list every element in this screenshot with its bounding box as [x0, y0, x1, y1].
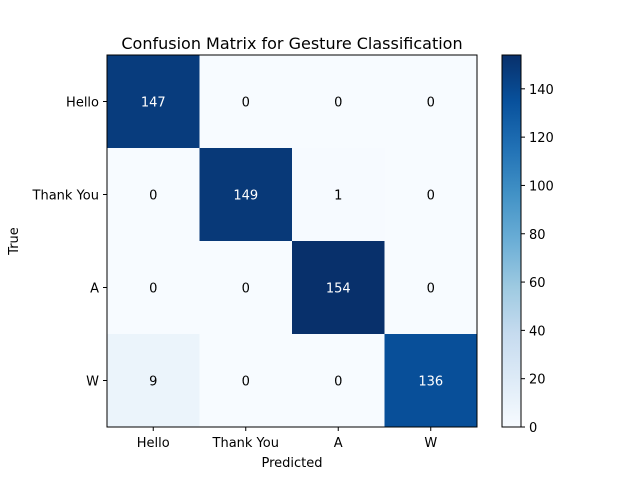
y-axis-ticks: Hello Thank You A W [32, 96, 107, 390]
y-tick-label: W [86, 375, 99, 390]
cell-value-label: 0 [149, 282, 157, 297]
x-axis-ticks: Hello Thank You A W [137, 427, 437, 451]
plot-frame [106, 54, 478, 428]
colorbar-tick-label: 140 [529, 83, 554, 98]
y-tick-label: Thank You [32, 189, 99, 204]
x-tick-label: W [424, 436, 437, 451]
y-tick-label: A [90, 282, 99, 297]
cell-value-labels: 147 0 0 0 0 149 1 0 0 0 154 0 9 0 0 136 [141, 96, 443, 390]
x-tick-label: A [334, 436, 343, 451]
heatmap-cell [292, 148, 385, 242]
heatmap-cells [107, 55, 478, 428]
chart-title: Confusion Matrix for Gesture Classificat… [121, 34, 462, 53]
heatmap-cell [384, 334, 478, 428]
heatmap-cell [292, 334, 385, 428]
y-tick-label: Hello [66, 96, 99, 111]
colorbar-tick-label: 80 [529, 228, 546, 243]
heatmap-cell [107, 148, 200, 242]
heatmap-cell [292, 55, 385, 149]
colorbar-tick-label: 60 [529, 276, 546, 291]
colorbar-tick-label: 100 [529, 179, 554, 194]
cell-value-label: 0 [427, 96, 435, 111]
heatmap-cell [107, 334, 200, 428]
heatmap-cell [107, 241, 200, 335]
heatmap-cell [384, 55, 478, 149]
colorbar-tick-label: 20 [529, 373, 546, 388]
x-tick-label: Hello [137, 436, 170, 451]
heatmap-cell [384, 148, 478, 242]
heatmap-cell [199, 55, 293, 149]
cell-value-label: 154 [326, 282, 351, 297]
cell-value-label: 1 [334, 189, 342, 204]
y-axis-label: True [7, 227, 22, 256]
cell-value-label: 149 [233, 189, 258, 204]
cell-value-label: 0 [242, 96, 250, 111]
cell-value-label: 0 [334, 375, 342, 390]
x-axis-label: Predicted [261, 456, 322, 471]
cell-value-label: 0 [334, 96, 342, 111]
heatmap-cell [199, 334, 293, 428]
cell-value-label: 147 [141, 96, 166, 111]
cell-value-label: 0 [149, 189, 157, 204]
x-tick-label: Thank You [212, 436, 279, 451]
heatmap-cell [292, 241, 385, 335]
colorbar [501, 54, 522, 428]
cell-value-label: 136 [418, 375, 443, 390]
cell-value-label: 9 [149, 375, 157, 390]
cell-value-label: 0 [427, 282, 435, 297]
cell-value-label: 0 [242, 282, 250, 297]
colorbar-tick-label: 0 [529, 421, 537, 436]
colorbar-ticks: 0 20 40 60 80 100 120 140 [521, 83, 554, 436]
heatmap-cell [199, 241, 293, 335]
heatmap-cell [199, 148, 293, 242]
heatmap-cell [107, 55, 200, 149]
heatmap-cell [384, 241, 478, 335]
cell-value-label: 0 [242, 375, 250, 390]
colorbar-tick-label: 120 [529, 131, 554, 146]
cell-value-label: 0 [427, 189, 435, 204]
colorbar-tick-label: 40 [529, 324, 546, 339]
